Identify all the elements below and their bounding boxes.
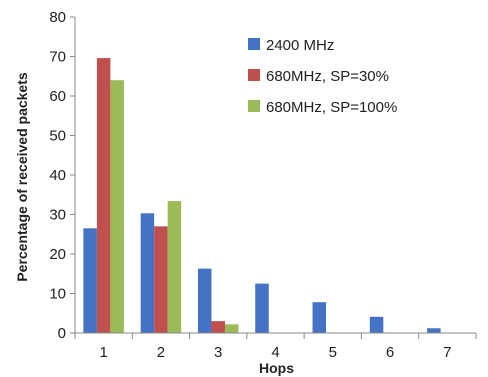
y-tick-label: 50 [49, 128, 66, 145]
legend-swatch [248, 100, 260, 112]
bar [255, 283, 269, 333]
x-tick-label: 4 [271, 344, 279, 361]
y-tick-label: 80 [49, 9, 66, 26]
x-tick-label: 2 [157, 344, 165, 361]
bar [224, 324, 239, 333]
bar [83, 228, 97, 333]
legend: 2400 MHz 680MHz, SP=30% 680MHz, SP=100% [248, 37, 397, 116]
bar [140, 213, 155, 333]
bar [154, 226, 168, 333]
bar [197, 268, 212, 333]
legend-label: 680MHz, SP=100% [266, 99, 397, 116]
bar [96, 58, 111, 333]
y-axis-ticks: 0 10 20 30 40 50 60 70 80 [49, 9, 75, 342]
y-tick-label: 10 [49, 286, 66, 303]
legend-swatch [248, 69, 260, 81]
legend-label: 680MHz, SP=30% [266, 68, 389, 85]
x-tick-label: 3 [214, 344, 222, 361]
bar [167, 201, 182, 333]
bar [312, 302, 327, 333]
y-tick-label: 70 [49, 49, 66, 66]
bar [427, 328, 441, 333]
x-tick-label: 7 [443, 344, 451, 361]
x-tick-label: 5 [329, 344, 337, 361]
legend-label: 2400 MHz [266, 37, 334, 54]
x-tick-label: 6 [386, 344, 394, 361]
x-axis-ticks: 1 2 3 4 5 6 7 [74, 333, 477, 361]
y-axis-title: Percentage of received packets [14, 72, 30, 282]
bar [211, 321, 225, 333]
y-tick-label: 0 [58, 325, 66, 342]
y-tick-label: 30 [49, 207, 66, 224]
x-tick-label: 1 [99, 344, 107, 361]
x-axis-title: Hops [259, 360, 294, 376]
y-tick-label: 20 [49, 246, 66, 263]
y-tick-label: 60 [49, 88, 66, 105]
bars-group [83, 58, 441, 333]
y-tick-label: 40 [49, 167, 66, 184]
legend-swatch [248, 38, 260, 50]
bar [369, 316, 384, 333]
bar [110, 80, 124, 333]
